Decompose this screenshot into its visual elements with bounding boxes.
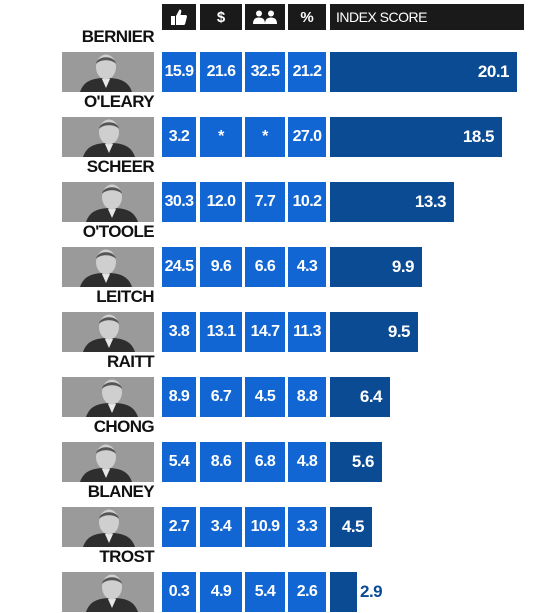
- metric-cell-people: *: [245, 117, 285, 157]
- index-bar-scheer: [330, 182, 454, 222]
- percent-icon: %: [300, 8, 314, 26]
- metric-cell-dollar: 8.6: [200, 442, 242, 482]
- candidate-name: RAITT: [106, 352, 155, 371]
- metric-cell-thumbs-up: 2.7: [162, 507, 196, 547]
- metric-cell-dollar: 21.6: [200, 52, 242, 92]
- metric-cell-people: 5.4: [245, 572, 285, 612]
- metric-cell-thumbs-up: 8.9: [162, 377, 196, 417]
- metric-cell-thumbs-up: 0.3: [162, 572, 196, 612]
- candidate-photo: [62, 377, 154, 417]
- index-value-label: 5.6: [351, 452, 375, 471]
- people-icon: [253, 10, 277, 24]
- candidate-photo: [62, 247, 154, 287]
- index-bar-raitt: [330, 377, 390, 417]
- candidate-photo: [62, 182, 154, 222]
- metric-cell-percent: 10.2: [288, 182, 326, 222]
- candidate-name: LEITCH: [96, 287, 154, 306]
- portrait-icon: [80, 249, 132, 287]
- portrait-icon: [83, 314, 135, 352]
- candidate-photo: [62, 117, 154, 157]
- index-value-label: 20.1: [477, 62, 510, 81]
- index-bar-otoole: [330, 247, 422, 287]
- index-bar-trost: [330, 572, 357, 612]
- index-value-label: 6.4: [359, 387, 383, 406]
- candidate-name: O'TOOLE: [82, 222, 155, 241]
- candidate-name: SCHEER: [86, 157, 155, 176]
- candidate-photo: [62, 507, 154, 547]
- index-bar-blaney: [330, 507, 372, 547]
- index-value-label: 4.5: [341, 517, 365, 536]
- metric-cell-thumbs-up: 5.4: [162, 442, 196, 482]
- thumbs-up-icon: [171, 9, 187, 25]
- portrait-icon: [80, 54, 132, 92]
- header-percent: %: [288, 4, 326, 30]
- metric-cell-dollar: 9.6: [200, 247, 242, 287]
- dollar-icon: $: [216, 8, 226, 26]
- metric-cell-thumbs-up: 3.2: [162, 117, 196, 157]
- metric-cell-thumbs-up: 24.5: [162, 247, 196, 287]
- metric-cell-percent: 4.3: [288, 247, 326, 287]
- metric-cell-people: 6.6: [245, 247, 285, 287]
- index-value-label: 2.9: [360, 582, 383, 601]
- index-value-label: 13.3: [414, 192, 447, 211]
- candidate-photo: [62, 312, 154, 352]
- portrait-icon: [86, 574, 138, 612]
- header-index-score: INDEX SCORE: [330, 4, 524, 30]
- metric-cell-dollar: 4.9: [200, 572, 242, 612]
- metric-cell-percent: 11.3: [288, 312, 326, 352]
- metric-cell-dollar: 12.0: [200, 182, 242, 222]
- metric-cell-thumbs-up: 30.3: [162, 182, 196, 222]
- header-thumbs-up: [162, 4, 196, 30]
- metric-cell-people: 4.5: [245, 377, 285, 417]
- index-bar-bernier: [330, 52, 517, 92]
- index-value-label: 9.5: [387, 322, 411, 341]
- candidate-photo: [62, 52, 154, 92]
- candidate-name: O'LEARY: [83, 92, 155, 111]
- candidate-name: BLANEY: [87, 482, 155, 501]
- metric-cell-percent: 4.8: [288, 442, 326, 482]
- metric-cell-dollar: 6.7: [200, 377, 242, 417]
- index-bar-oleary: [330, 117, 502, 157]
- index-value-label: 9.9: [391, 257, 415, 276]
- metric-cell-dollar: *: [200, 117, 242, 157]
- portrait-icon: [80, 444, 132, 482]
- index-bar-chong: [330, 442, 382, 482]
- index-score-label: INDEX SCORE: [336, 9, 427, 25]
- metric-cell-people: 7.7: [245, 182, 285, 222]
- candidate-name: TROST: [99, 547, 154, 566]
- header-people: [245, 4, 285, 30]
- portrait-icon: [83, 509, 135, 547]
- index-bar-leitch: [330, 312, 418, 352]
- metric-cell-percent: 8.8: [288, 377, 326, 417]
- candidate-photo: [62, 572, 154, 612]
- metric-cell-percent: 2.6: [288, 572, 326, 612]
- header-dollar: $: [200, 4, 242, 30]
- metric-cell-people: 6.8: [245, 442, 285, 482]
- metric-cell-percent: 21.2: [288, 52, 326, 92]
- metric-cell-percent: 3.3: [288, 507, 326, 547]
- index-value-label: 18.5: [462, 127, 495, 146]
- metric-cell-people: 10.9: [245, 507, 285, 547]
- candidate-photo: [62, 442, 154, 482]
- candidate-name: CHONG: [93, 417, 155, 436]
- metric-cell-thumbs-up: 3.8: [162, 312, 196, 352]
- metric-cell-people: 14.7: [245, 312, 285, 352]
- portrait-icon: [86, 184, 138, 222]
- metric-cell-thumbs-up: 15.9: [162, 52, 196, 92]
- portrait-icon: [83, 119, 135, 157]
- metric-cell-dollar: 3.4: [200, 507, 242, 547]
- candidate-name: BERNIER: [81, 27, 155, 46]
- metric-cell-percent: 27.0: [288, 117, 326, 157]
- portrait-icon: [86, 379, 138, 417]
- metric-cell-dollar: 13.1: [200, 312, 242, 352]
- metric-cell-people: 32.5: [245, 52, 285, 92]
